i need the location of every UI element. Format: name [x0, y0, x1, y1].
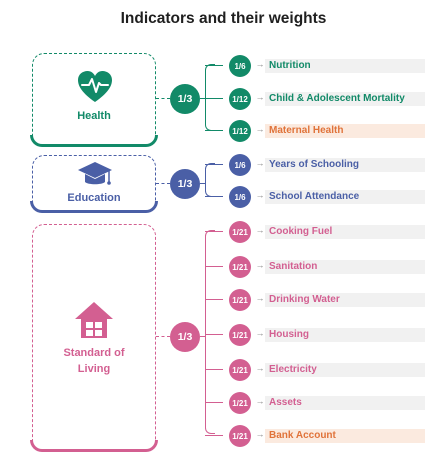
health-tick	[205, 65, 223, 66]
living-tick	[205, 266, 223, 267]
indicator-weight-badge: 1/21	[229, 256, 251, 278]
house-icon	[73, 300, 115, 345]
arrow-right-icon: →	[255, 158, 265, 168]
living-tick	[205, 334, 223, 335]
living-bracket	[205, 230, 215, 434]
health-weight-badge: 1/3	[170, 84, 200, 114]
living-connector	[156, 336, 170, 337]
health-tick	[205, 98, 223, 99]
arrow-right-icon: →	[255, 190, 265, 200]
education-dimension-box	[32, 155, 156, 203]
education-connector	[156, 183, 170, 184]
living-tick	[205, 299, 223, 300]
living-dimension-box	[32, 224, 156, 442]
indicator-label: Cooking Fuel	[265, 225, 425, 239]
indicator-weight-badge: 1/21	[229, 425, 251, 447]
education-tick	[205, 164, 223, 165]
health-connector	[156, 98, 170, 99]
arrow-right-icon: →	[255, 92, 265, 102]
arrow-right-icon: →	[255, 260, 265, 270]
living-dimension-label: Standard of Living	[63, 347, 125, 375]
health-dimension-underline	[30, 135, 158, 147]
indicator-label: Electricity	[265, 363, 425, 377]
indicator-weight-badge: 1/12	[229, 88, 251, 110]
education-bracket	[205, 163, 215, 197]
education-bracket-link	[200, 183, 206, 184]
arrow-right-icon: →	[255, 429, 265, 439]
arrow-right-icon: →	[255, 363, 265, 373]
arrow-right-icon: →	[255, 225, 265, 235]
arrow-right-icon: →	[255, 124, 265, 134]
indicator-weight-badge: 1/21	[229, 221, 251, 243]
indicator-label: Bank Account	[265, 429, 425, 443]
indicator-label: Child & Adolescent Mortality	[265, 92, 425, 106]
indicator-label: Assets	[265, 396, 425, 410]
heart-pulse-icon	[77, 70, 113, 109]
education-dimension-label: Education	[67, 192, 121, 204]
living-bracket-link	[200, 336, 206, 337]
indicator-label: Maternal Health	[265, 124, 425, 138]
indicator-label: Nutrition	[265, 59, 425, 73]
indicator-label: Housing	[265, 328, 425, 342]
indicator-label: Drinking Water	[265, 293, 425, 307]
arrow-right-icon: →	[255, 328, 265, 338]
living-tick	[205, 231, 223, 232]
indicator-label: Years of Schooling	[265, 158, 425, 172]
indicator-weight-badge: 1/12	[229, 120, 251, 142]
education-tick	[205, 196, 223, 197]
graduation-cap-icon	[76, 160, 114, 193]
living-tick	[205, 402, 223, 403]
indicator-weight-badge: 1/21	[229, 392, 251, 414]
indicator-weight-badge: 1/21	[229, 359, 251, 381]
arrow-right-icon: →	[255, 396, 265, 406]
arrow-right-icon: →	[255, 293, 265, 303]
indicator-weight-badge: 1/21	[229, 289, 251, 311]
diagram-title: Indicators and their weights	[120, 10, 327, 27]
health-tick	[205, 130, 223, 131]
indicator-weight-badge: 1/6	[229, 186, 251, 208]
living-dimension-underline	[30, 440, 158, 452]
arrow-right-icon: →	[255, 59, 265, 69]
indicator-label: School Attendance	[265, 190, 425, 204]
indicator-weight-badge: 1/6	[229, 154, 251, 176]
health-bracket-link	[200, 98, 206, 99]
living-tick	[205, 369, 223, 370]
living-weight-badge: 1/3	[170, 322, 200, 352]
education-weight-badge: 1/3	[170, 169, 200, 199]
indicator-weight-badge: 1/21	[229, 324, 251, 346]
indicator-label: Sanitation	[265, 260, 425, 274]
indicator-weight-badge: 1/6	[229, 55, 251, 77]
living-tick	[205, 435, 223, 436]
health-dimension-label: Health	[77, 110, 111, 122]
health-dimension-box	[32, 53, 156, 137]
